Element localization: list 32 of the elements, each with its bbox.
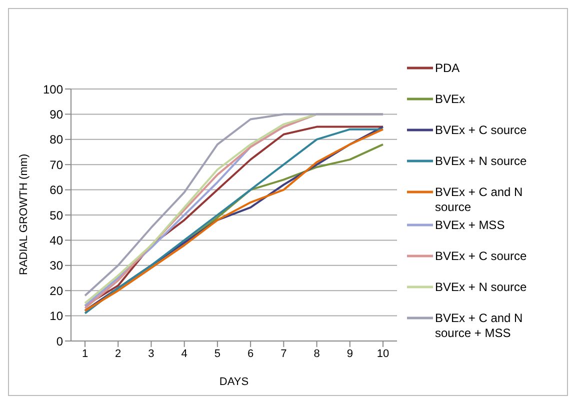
x-tick-label: 1 (82, 348, 88, 360)
legend-label: BVEx + C and N source + MSS (435, 310, 524, 340)
legend-label: BVEx (435, 92, 466, 106)
x-axis-title: DAYS (219, 376, 249, 388)
y-tick-label: 90 (50, 107, 64, 122)
x-tick-label: 2 (115, 348, 122, 360)
y-tick-label: 100 (42, 82, 64, 96)
y-tick-label: 0 (56, 334, 64, 348)
legend-label: BVEx + C source (435, 248, 528, 264)
x-tick-label: 8 (314, 348, 320, 360)
y-tick-label: 50 (50, 208, 64, 222)
y-axis-title: RADIAL GROWTH (mm) (18, 154, 30, 275)
y-tick-label: 40 (50, 233, 64, 248)
x-tick-label: 7 (280, 348, 287, 360)
y-tick-label: 60 (50, 183, 64, 198)
legend-label: BVEx + C source (435, 122, 528, 138)
legend-label: BVEx + N source (435, 280, 528, 294)
y-tick-label: 70 (50, 158, 64, 172)
x-tick-label: 4 (181, 348, 188, 360)
y-tick-label: 80 (50, 132, 64, 147)
legend-label: PDA (435, 60, 461, 76)
y-tick-label: 30 (50, 258, 64, 273)
x-tick-label: 10 (376, 348, 390, 360)
legend-label: BVEx + C and N source (435, 184, 524, 214)
x-tick-label: 6 (247, 348, 254, 360)
y-tick-label: 10 (50, 309, 64, 324)
y-tick-label: 20 (50, 284, 64, 298)
x-tick-label: 9 (346, 348, 353, 360)
legend-label: BVEx + MSS (435, 218, 506, 232)
x-tick-label: 3 (148, 348, 154, 360)
x-tick-label: 5 (214, 348, 221, 360)
legend-label: BVEx + N source (435, 154, 528, 168)
